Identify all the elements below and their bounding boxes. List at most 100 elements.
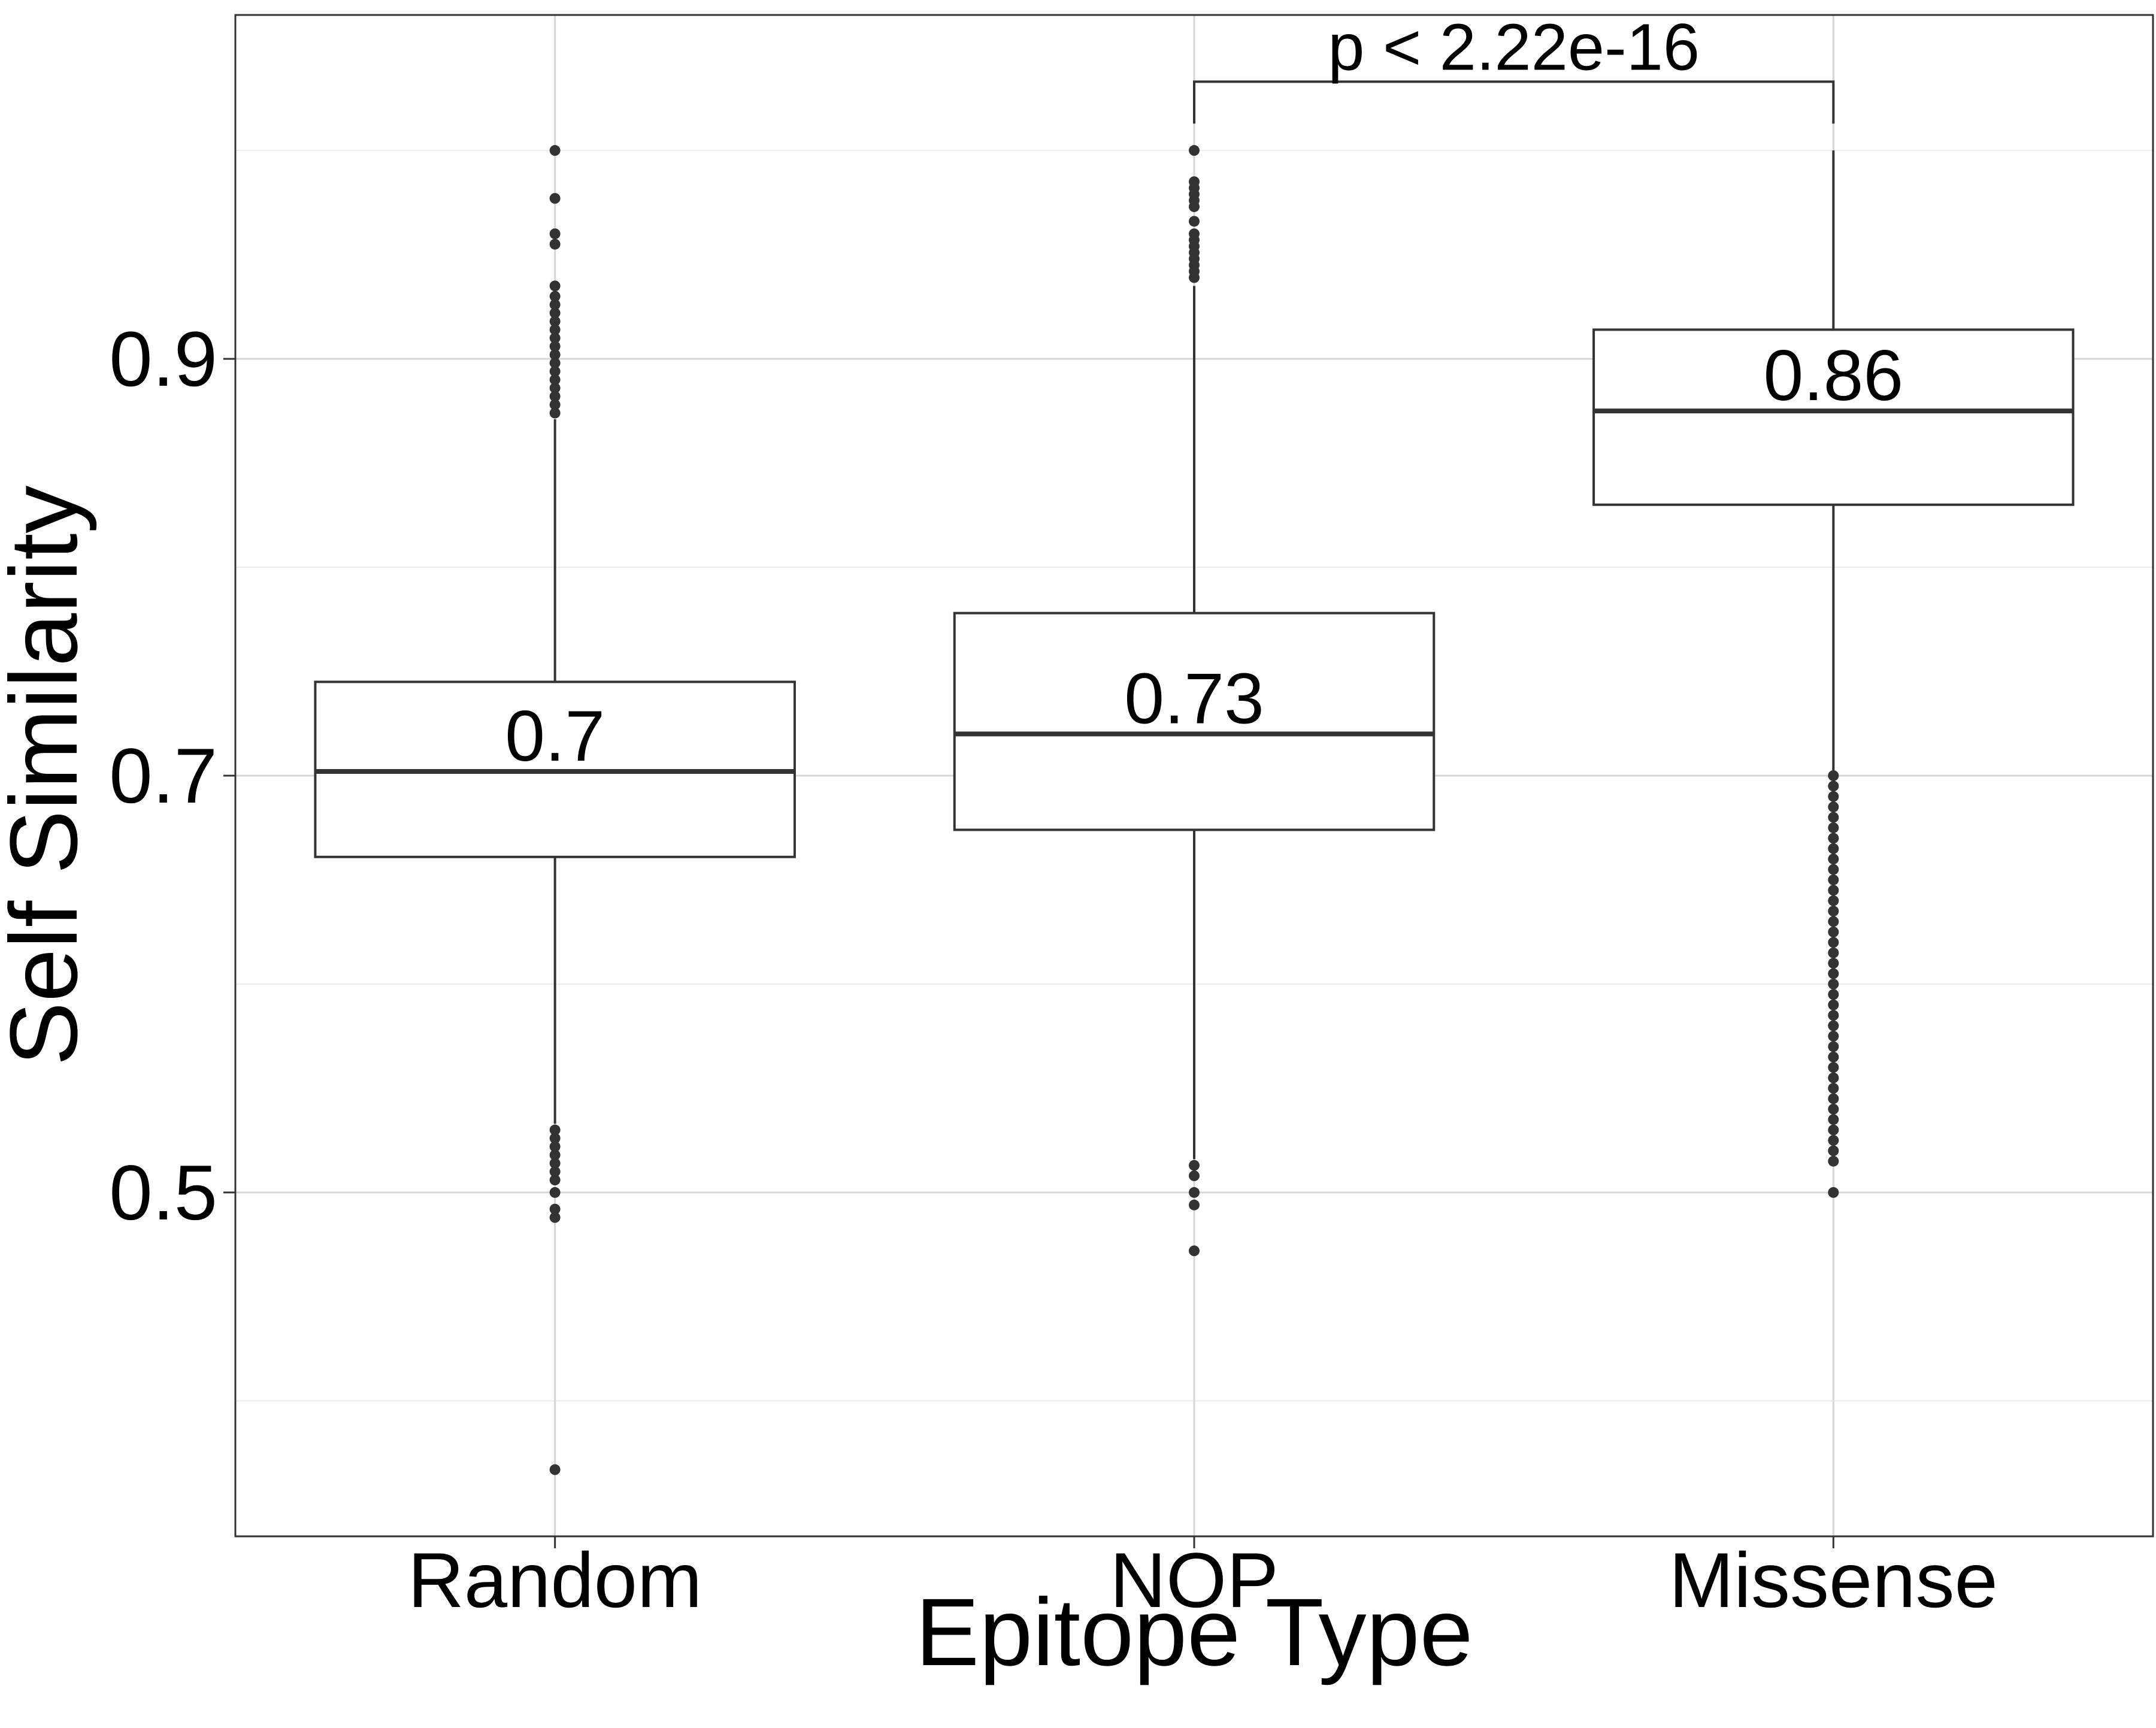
outlier-point bbox=[549, 1166, 561, 1178]
outlier-point bbox=[1828, 1103, 1839, 1115]
median-label: 0.73 bbox=[1124, 658, 1264, 739]
y-tick-label: 0.5 bbox=[109, 1149, 217, 1236]
outlier-point bbox=[549, 399, 561, 410]
outlier-point bbox=[1189, 1199, 1200, 1210]
x-axis-title: Epitope Type bbox=[915, 1578, 1473, 1685]
outlier-point bbox=[549, 349, 561, 361]
comparison-bracket bbox=[1193, 80, 1835, 124]
outlier-point bbox=[1828, 885, 1839, 896]
outlier-point bbox=[549, 1175, 561, 1186]
outlier-point bbox=[1828, 1030, 1839, 1042]
outlier-point bbox=[1828, 1010, 1839, 1021]
median-label: 0.7 bbox=[505, 696, 605, 776]
outlier-point bbox=[1828, 1020, 1839, 1031]
outlier-point bbox=[1828, 895, 1839, 906]
outlier-point bbox=[1828, 1051, 1839, 1063]
outlier-point bbox=[1189, 1245, 1200, 1257]
outlier-point bbox=[1828, 999, 1839, 1010]
outlier-point bbox=[549, 1133, 561, 1144]
box-random: 0.7 bbox=[314, 145, 796, 1475]
x-tick-label: NOP bbox=[1110, 1536, 1279, 1624]
outlier-point bbox=[1189, 145, 1200, 156]
outlier-point bbox=[1828, 916, 1839, 927]
outlier-point bbox=[549, 193, 561, 204]
outlier-point bbox=[1828, 989, 1839, 1000]
outlier-point bbox=[1189, 1187, 1200, 1198]
outlier-point bbox=[549, 1158, 561, 1169]
y-tick-label: 0.9 bbox=[109, 315, 217, 403]
outlier-point bbox=[549, 1212, 561, 1223]
outlier-point bbox=[549, 324, 561, 335]
median-label: 0.86 bbox=[1764, 335, 1904, 416]
outlier-point bbox=[549, 228, 561, 240]
outlier-point bbox=[1828, 1114, 1839, 1125]
outlier-point bbox=[549, 382, 561, 394]
y-axis-title: Self Similarity bbox=[0, 485, 97, 1066]
outlier-point bbox=[1828, 843, 1839, 854]
outlier-point bbox=[549, 1187, 561, 1198]
box-nop: 0.73 bbox=[953, 145, 1436, 1257]
outlier-point bbox=[1189, 1160, 1200, 1171]
outlier-point bbox=[1828, 958, 1839, 969]
outlier-point bbox=[1828, 1187, 1839, 1198]
outlier-point bbox=[1828, 780, 1839, 792]
box-body bbox=[1592, 328, 2075, 506]
outlier-point bbox=[1828, 854, 1839, 865]
outlier-point bbox=[549, 290, 561, 302]
outlier-point bbox=[1828, 1072, 1839, 1084]
outlier-point bbox=[1189, 201, 1200, 213]
y-tick-label: 0.7 bbox=[109, 732, 217, 819]
outlier-point bbox=[549, 332, 561, 344]
outlier-point bbox=[549, 145, 561, 156]
outlier-point bbox=[1828, 906, 1839, 917]
box-missense: 0.86 bbox=[1592, 150, 2075, 1198]
outlier-point bbox=[549, 358, 561, 369]
outlier-point bbox=[1828, 926, 1839, 937]
boxes: 0.7 0.73 0.86 bbox=[314, 145, 2075, 1475]
outlier-point bbox=[549, 1203, 561, 1215]
outlier-point bbox=[1828, 1155, 1839, 1167]
outlier-point bbox=[1828, 1062, 1839, 1073]
outlier-point bbox=[549, 1464, 561, 1475]
outlier-point bbox=[549, 307, 561, 319]
outlier-point bbox=[1828, 947, 1839, 958]
outlier-point bbox=[1828, 978, 1839, 989]
outlier-point bbox=[1828, 1134, 1839, 1146]
outlier-point bbox=[1189, 1170, 1200, 1182]
outlier-point bbox=[549, 280, 561, 292]
outlier-point bbox=[549, 1124, 561, 1136]
outlier-point bbox=[1828, 968, 1839, 979]
box-body bbox=[953, 612, 1436, 831]
x-tick-label: Missense bbox=[1669, 1536, 1998, 1624]
outlier-point bbox=[549, 374, 561, 385]
outlier-point bbox=[549, 407, 561, 419]
comparison-annotation: p < 2.22e-16 bbox=[1193, 10, 1835, 124]
outlier-point bbox=[1828, 791, 1839, 802]
outlier-point bbox=[1828, 1093, 1839, 1104]
outlier-point bbox=[549, 391, 561, 402]
outlier-point bbox=[1828, 801, 1839, 813]
axes: 0.5 0.7 0.9 Random NOP Missense bbox=[109, 315, 1998, 1624]
outlier-point bbox=[1189, 272, 1200, 283]
outlier-point bbox=[1828, 812, 1839, 823]
outlier-point bbox=[1189, 216, 1200, 227]
outlier-point bbox=[549, 316, 561, 327]
outlier-point bbox=[549, 365, 561, 377]
outlier-point bbox=[549, 341, 561, 352]
outlier-point bbox=[1828, 833, 1839, 844]
outlier-point bbox=[1828, 874, 1839, 885]
outlier-point bbox=[1828, 864, 1839, 875]
outlier-point bbox=[549, 238, 561, 250]
p-value-label: p < 2.22e-16 bbox=[1328, 10, 1700, 84]
outlier-point bbox=[1828, 1041, 1839, 1052]
outlier-point bbox=[1828, 1124, 1839, 1136]
x-tick-label: Random bbox=[408, 1536, 702, 1624]
outlier-point bbox=[1828, 770, 1839, 781]
outlier-point bbox=[1828, 1145, 1839, 1157]
outlier-point bbox=[549, 1141, 561, 1152]
outlier-point bbox=[549, 299, 561, 310]
outlier-point bbox=[1828, 822, 1839, 833]
outlier-point bbox=[549, 1149, 561, 1161]
